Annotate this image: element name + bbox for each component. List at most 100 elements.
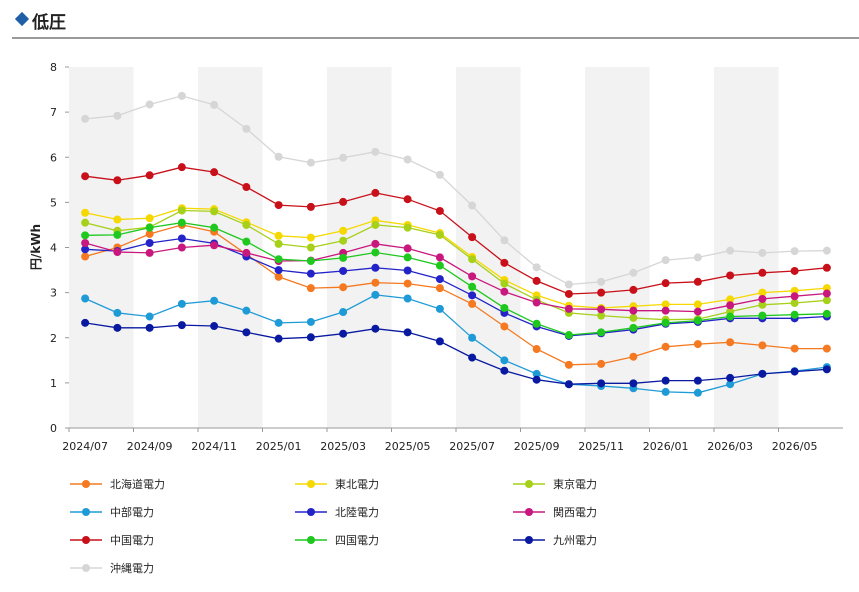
series-group (81, 290, 831, 397)
data-point (726, 246, 735, 255)
data-point (145, 312, 154, 321)
data-point (306, 158, 315, 167)
data-point (693, 300, 702, 309)
legend-item: 関西電力 (513, 506, 597, 519)
data-point (274, 318, 283, 327)
legend-swatch-marker (525, 508, 533, 516)
data-point (371, 147, 380, 156)
x-tick-label: 2026/03 (707, 440, 753, 453)
data-point (500, 258, 509, 267)
data-point (306, 284, 315, 293)
data-point (661, 300, 670, 309)
data-point (339, 308, 348, 317)
data-point (145, 229, 154, 238)
data-point (113, 215, 122, 224)
data-point (145, 100, 154, 109)
data-point (468, 282, 477, 291)
data-point (597, 359, 606, 368)
data-point (629, 285, 638, 294)
legend-label: 関西電力 (553, 506, 597, 519)
data-point (500, 279, 509, 288)
series-group (81, 163, 831, 298)
data-point (435, 261, 444, 270)
data-point (339, 266, 348, 275)
data-point (274, 201, 283, 210)
data-point (177, 243, 186, 252)
x-tick-label: 2026/05 (772, 440, 818, 453)
data-point (822, 344, 831, 353)
data-point (306, 202, 315, 211)
data-point (274, 152, 283, 161)
y-tick-label: 2 (50, 332, 57, 345)
data-point (274, 239, 283, 248)
chart-band (327, 67, 392, 428)
data-point (661, 256, 670, 265)
data-point (758, 288, 767, 297)
data-point (177, 321, 186, 330)
data-point (435, 284, 444, 293)
data-point (145, 238, 154, 247)
data-point (790, 266, 799, 275)
data-point (274, 231, 283, 240)
data-point (532, 375, 541, 384)
data-point (371, 248, 380, 257)
data-point (532, 369, 541, 378)
legend-label: 四国電力 (335, 534, 379, 547)
y-tick-label: 7 (50, 106, 57, 119)
data-point (145, 214, 154, 223)
legend-swatch-marker (82, 508, 90, 516)
legend-label: 東北電力 (335, 478, 379, 491)
data-point (274, 272, 283, 281)
series-line (84, 209, 827, 321)
x-tick-label: 2024/07 (62, 440, 108, 453)
data-point (532, 319, 541, 328)
y-tick-label: 8 (50, 61, 57, 74)
x-tick-label: 2024/09 (127, 440, 173, 453)
data-point (177, 218, 186, 227)
legend-label: 沖縄電力 (110, 561, 154, 575)
data-point (629, 268, 638, 277)
data-point (790, 367, 799, 376)
data-point (500, 303, 509, 312)
data-point (468, 333, 477, 342)
data-point (661, 318, 670, 327)
legend-label: 北陸電力 (335, 506, 379, 519)
y-tick-label: 6 (50, 151, 57, 164)
series-group (81, 218, 831, 340)
y-axis: 0 1 2 3 4 5 6 7 8 (50, 61, 69, 435)
data-point (597, 288, 606, 297)
data-point (435, 170, 444, 179)
chart-band (714, 67, 779, 428)
data-point (435, 230, 444, 239)
legend-swatch-marker (525, 536, 533, 544)
data-point (597, 311, 606, 320)
data-point (113, 111, 122, 120)
data-point (532, 263, 541, 272)
data-point (564, 304, 573, 313)
legend-swatch-marker (525, 480, 533, 488)
data-point (403, 155, 412, 164)
data-point (242, 328, 251, 337)
chart-band (198, 67, 263, 428)
data-point (371, 263, 380, 272)
legend-label: 北海道電力 (110, 477, 165, 491)
data-point (726, 380, 735, 389)
chart-band (585, 67, 650, 428)
data-point (790, 292, 799, 301)
data-point (306, 257, 315, 266)
x-tick-label: 2026/01 (643, 440, 689, 453)
data-point (274, 255, 283, 264)
x-tick-label: 2025/01 (256, 440, 302, 453)
data-point (468, 353, 477, 362)
data-point (210, 207, 219, 216)
data-point (210, 296, 219, 305)
data-point (403, 279, 412, 288)
data-point (661, 376, 670, 385)
data-point (500, 287, 509, 296)
y-axis-label: 円/kWh (29, 224, 43, 270)
data-point (242, 306, 251, 315)
data-point (468, 201, 477, 210)
data-point (81, 318, 90, 327)
data-point (693, 376, 702, 385)
